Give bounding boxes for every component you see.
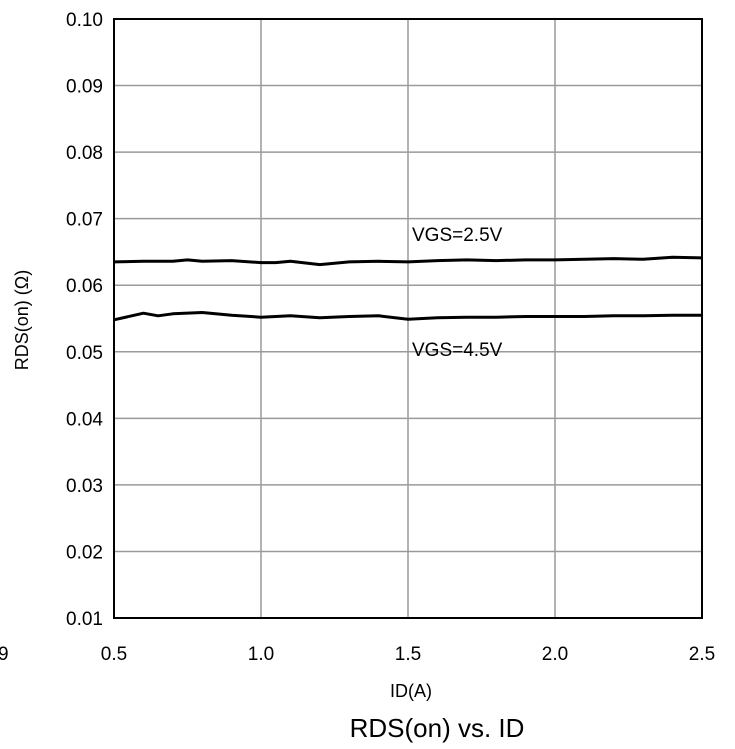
y-tick-labels: 0.10 0.09 0.08 0.07 0.06 0.05 0.04 0.03 0.02 0.01 [66, 10, 103, 630]
y-tick-label: 0.08 [66, 143, 103, 164]
x-tick-label: 1.0 [248, 644, 274, 665]
y-tick-label: 0.09 [66, 77, 103, 98]
y-axis-label: RDS(on) (Ω) [12, 270, 32, 370]
y-tick-label: 0.02 [66, 542, 103, 563]
partial-left-label: 9 [0, 644, 9, 665]
series-line [113, 255, 703, 267]
grid-layer [114, 19, 702, 618]
x-tick-label: 2.5 [689, 644, 715, 665]
y-tick-label: 0.06 [66, 276, 103, 297]
y-tick-label: 0.05 [66, 343, 103, 364]
y-tick-label: 0.10 [66, 10, 103, 31]
x-tick-label: 2.0 [542, 644, 568, 665]
x-axis-label: ID(A) [390, 681, 432, 701]
series-layer: VGS=2.5V VGS=4.5V [113, 225, 703, 361]
x-tick-labels: 0.5 1.0 1.5 2.0 2.5 [101, 644, 715, 665]
series-line [113, 311, 702, 322]
x-tick-label: 1.5 [395, 644, 421, 665]
chart-title: RDS(on) vs. ID [350, 713, 525, 743]
series-label: VGS=2.5V [412, 225, 503, 246]
y-tick-label: 0.04 [66, 409, 103, 430]
y-tick-label: 0.01 [66, 609, 103, 630]
series-label: VGS=4.5V [412, 340, 503, 361]
y-tick-label: 0.07 [66, 210, 103, 231]
y-tick-label: 0.03 [66, 476, 103, 497]
x-tick-label: 0.5 [101, 644, 127, 665]
